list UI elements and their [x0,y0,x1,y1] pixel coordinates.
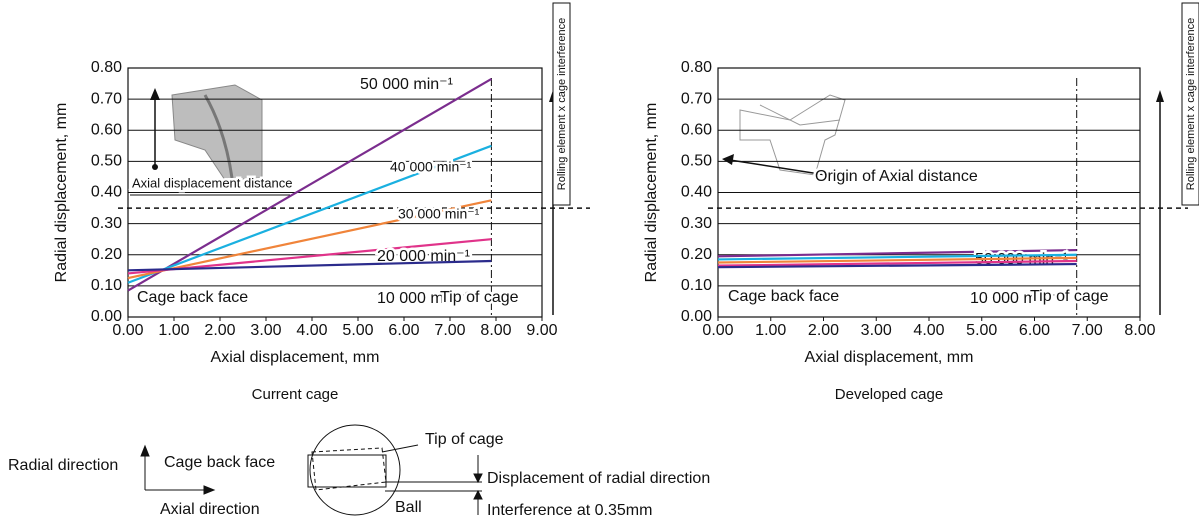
y-axis-label: Radial displacement, mm [53,103,70,283]
annotation: Cage back face [137,289,248,306]
y-tick-label: 0.60 [681,121,712,138]
y-tick-label: 0.20 [91,246,122,263]
caption: Current cage [252,386,339,403]
caption: Developed cage [835,386,943,403]
series-label: 40 000 min⁻¹ [390,159,472,175]
x-tick-label: 5.00 [966,322,997,339]
x-tick-label: 4.00 [296,322,327,339]
tip-label: Tip of cage [425,431,504,448]
side-label: Rolling element x cage interference [556,18,568,190]
x-tick-label: 7.00 [434,322,465,339]
x-tick-label: 1.00 [158,322,189,339]
annotation: Tip of cage [1030,288,1109,305]
back-face-label: Cage back face [164,454,275,471]
figure: Radial direction Axial direction Cage ba… [0,0,1199,519]
x-tick-label: 6.00 [388,322,419,339]
x-tick-label: 9.00 [526,322,557,339]
series-label: 50 000 min⁻¹ [360,76,453,93]
arrow-head [1156,90,1164,102]
x-tick-label: 2.00 [808,322,839,339]
y-tick-label: 0.70 [91,90,122,107]
displacement-label: Displacement of radial direction [487,470,710,487]
annotation: Tip of cage [440,289,519,306]
x-tick-label: 8.00 [480,322,511,339]
y-tick-label: 0.40 [91,184,122,201]
x-tick-label: 0.00 [702,322,733,339]
radial-direction: Radial direction [8,457,118,474]
y-tick-label: 0.20 [681,246,712,263]
interference-label: Interference at 0.35mm [487,502,652,519]
x-tick-label: 3.00 [250,322,281,339]
side-label: Rolling element x cage interference [1185,18,1197,190]
y-tick-label: 0.10 [681,277,712,294]
x-tick-label: 7.00 [1072,322,1103,339]
y-tick-label: 0.80 [91,59,122,76]
annotation: Origin of Axial distance [815,168,978,185]
y-tick-label: 0.30 [91,215,122,232]
y-tick-label: 0.60 [91,121,122,138]
x-tick-label: 8.00 [1124,322,1155,339]
x-axis-label: Axial displacement, mm [211,349,380,366]
annotation: Cage back face [728,288,839,305]
y-tick-label: 0.10 [91,277,122,294]
y-tick-label: 0.70 [681,90,712,107]
series-label: 30 000 min⁻¹ [398,206,480,222]
annotation: Axial displacement distance [132,175,292,190]
x-tick-label: 1.00 [755,322,786,339]
y-axis-label: Radial displacement, mm [643,103,660,283]
x-tick-label: 6.00 [1019,322,1050,339]
y-tick-label: 0.50 [91,153,122,170]
y-tick-label: 0.50 [681,153,712,170]
x-tick-label: 4.00 [913,322,944,339]
x-tick-label: 3.00 [861,322,892,339]
x-tick-label: 5.00 [342,322,373,339]
y-tick-label: 0.80 [681,59,712,76]
axial-direction: Axial direction [160,501,260,518]
ball-label: Ball [395,499,422,516]
y-tick-label: 0.40 [681,184,712,201]
y-tick-label: 0.30 [681,215,712,232]
x-axis-label: Axial displacement, mm [805,349,974,366]
x-tick-label: 2.00 [204,322,235,339]
x-tick-label: 0.00 [112,322,143,339]
